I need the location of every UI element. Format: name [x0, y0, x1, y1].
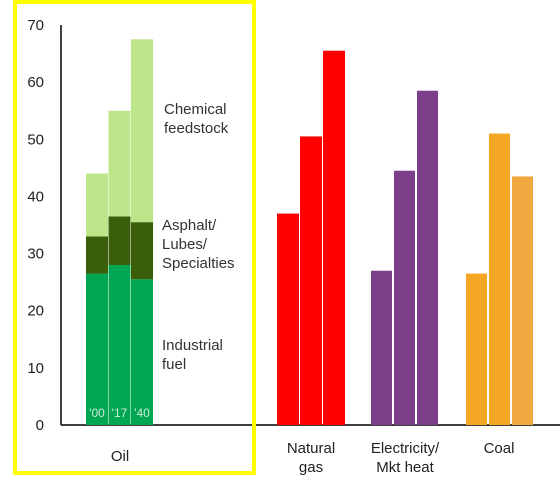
bar-oil-segment [131, 39, 153, 223]
series-label: fuel [162, 356, 186, 373]
bar [323, 50, 345, 425]
bar-oil-segment [108, 265, 131, 425]
series-label: Asphalt/ [162, 217, 217, 234]
bar-oil-segment [86, 273, 108, 425]
labels: '00 '17 '40 Industrial fuel Asphalt/Lubes/Spe… [89, 101, 514, 476]
group-label: Electricity/ [371, 440, 440, 457]
bar [300, 136, 322, 425]
group-label: Mkt heat [376, 459, 434, 476]
series-label: Specialties [162, 255, 235, 272]
bar [466, 273, 487, 425]
bar [277, 213, 299, 425]
bar [417, 90, 438, 425]
y-tick-label: 30 [27, 246, 44, 263]
y-tick-label: 20 [27, 303, 44, 320]
bar [371, 270, 392, 425]
bars [86, 39, 533, 426]
bar-oil-segment [86, 173, 108, 237]
y-tick-label: 50 [27, 131, 44, 148]
bar-year-label: '00 [89, 406, 105, 420]
y-tick-label: 40 [27, 188, 44, 205]
bar-oil-segment [108, 216, 131, 265]
bar [489, 133, 510, 426]
series-label: Industrial [162, 337, 223, 354]
oil-highlight-box [13, 0, 256, 475]
series-label: Chemical [164, 101, 227, 118]
bar-oil-segment [86, 236, 108, 274]
group-label: Coal [484, 440, 515, 457]
bar-oil-segment [131, 222, 153, 280]
group-label: Oil [111, 448, 129, 465]
bar-year-label: '40 [134, 406, 150, 420]
bar-oil-segment [131, 279, 153, 425]
bar [394, 170, 415, 425]
series-label: Lubes/ [162, 236, 208, 253]
y-tick-label: 60 [27, 74, 44, 91]
series-label: feedstock [164, 120, 229, 137]
group-label: gas [299, 459, 323, 476]
y-tick-label: 0 [36, 417, 44, 434]
group-label: Natural [287, 440, 335, 457]
bar [512, 176, 533, 425]
y-tick-label: 10 [27, 360, 44, 377]
y-tick-label: 70 [27, 17, 44, 34]
bar-year-label: '17 [112, 406, 128, 420]
bar-oil-segment [108, 110, 131, 217]
